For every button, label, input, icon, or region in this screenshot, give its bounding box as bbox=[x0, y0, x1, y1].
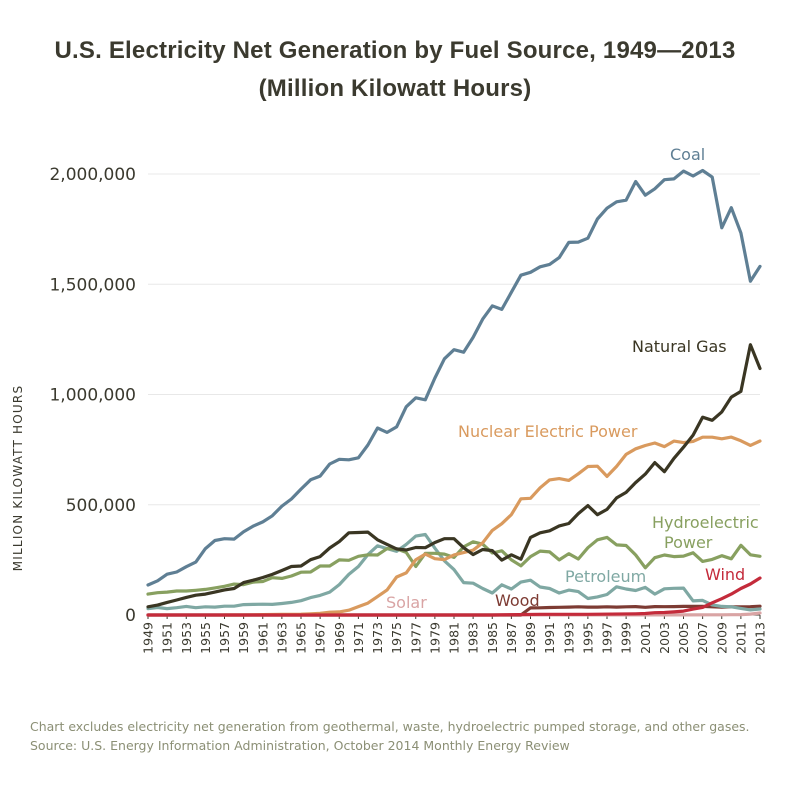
y-tick-label: 2,000,000 bbox=[49, 165, 136, 185]
footer: Chart excludes electricity net generatio… bbox=[30, 717, 770, 755]
x-tick-label: 2009 bbox=[714, 622, 729, 654]
x-tick-label: 1951 bbox=[160, 622, 175, 654]
series-line-petroleum bbox=[146, 532, 762, 612]
x-tick-label: 1953 bbox=[179, 622, 194, 654]
x-tick-label: 1955 bbox=[198, 622, 213, 654]
x-tick-label: 1981 bbox=[447, 622, 462, 654]
y-tick-label: 1,000,000 bbox=[49, 386, 136, 406]
x-tick-label: 2013 bbox=[753, 622, 768, 654]
series-line-wind bbox=[146, 576, 762, 617]
series-line-natural-gas bbox=[146, 343, 762, 609]
y-axis-label: MILLION KILOWATT HOURS bbox=[11, 385, 25, 572]
x-tick-label: 1999 bbox=[619, 622, 634, 654]
footer-source: Source: U.S. Energy Information Administ… bbox=[30, 738, 570, 753]
x-tick-label: 1977 bbox=[408, 622, 423, 654]
series-labels: Coal Natural Gas Nuclear Electric Power Hyd… bbox=[386, 145, 759, 612]
x-tick-label: 1983 bbox=[466, 622, 481, 654]
x-tick-label: 1973 bbox=[370, 622, 385, 654]
series-label-hydroelectric-power: Hydroelectric Power bbox=[652, 513, 759, 552]
x-tick-label: 1963 bbox=[274, 622, 289, 654]
x-tick-label: 2003 bbox=[657, 622, 672, 654]
series-line-coal bbox=[146, 168, 762, 587]
title-line-2: (Million Kilowatt Hours) bbox=[258, 75, 532, 102]
x-tick-label: 2007 bbox=[695, 622, 710, 654]
x-tick-label: 2011 bbox=[733, 622, 748, 654]
x-tick-label: 1967 bbox=[313, 622, 328, 654]
x-tick-label: 1975 bbox=[389, 622, 404, 654]
series-label-solar: Solar bbox=[386, 593, 427, 612]
y-tick-label: 0 bbox=[125, 606, 136, 626]
series-label-wood: Wood bbox=[495, 591, 540, 610]
x-tick-label: 1949 bbox=[141, 622, 156, 654]
x-tick-label: 1989 bbox=[523, 622, 538, 654]
x-tick-label: 2001 bbox=[638, 622, 653, 654]
x-tick-label: 1991 bbox=[542, 622, 557, 654]
x-tick-label: 1965 bbox=[294, 622, 309, 654]
footer-note: Chart excludes electricity net generatio… bbox=[30, 719, 750, 734]
x-tick-label: 1979 bbox=[427, 622, 442, 654]
title-line-1: U.S. Electricity Net Generation by Fuel … bbox=[54, 37, 736, 64]
series-label-petroleum: Petroleum bbox=[565, 567, 646, 586]
series-lines bbox=[146, 168, 762, 617]
x-tick-label: 1997 bbox=[600, 622, 615, 654]
x-tick-label: 1993 bbox=[561, 622, 576, 654]
x-tick-label: 1985 bbox=[485, 622, 500, 654]
x-tick-label: 1995 bbox=[580, 622, 595, 654]
y-axis-ticks: 0 500,000 1,000,000 1,500,000 2,000,000 bbox=[49, 165, 136, 626]
x-tick-label: 1971 bbox=[351, 622, 366, 654]
x-tick-label: 1969 bbox=[332, 622, 347, 654]
series-label-wind: Wind bbox=[705, 565, 745, 584]
series-label-coal: Coal bbox=[670, 145, 705, 164]
y-tick-label: 500,000 bbox=[66, 496, 136, 516]
x-tick-label: 1957 bbox=[217, 622, 232, 654]
x-tick-label: 2005 bbox=[676, 622, 691, 654]
series-label-natural-gas: Natural Gas bbox=[632, 337, 727, 356]
x-tick-label: 1987 bbox=[504, 622, 519, 654]
series-label-nuclear-electric-power: Nuclear Electric Power bbox=[458, 422, 638, 441]
x-tick-label: 1959 bbox=[236, 622, 251, 654]
x-axis-ticks: 1949 1951 1953 1955 1957 1959 1961 1963 1965 1967… bbox=[141, 615, 768, 654]
x-tick-label: 1961 bbox=[255, 622, 270, 654]
series-line-hydroelectric-power bbox=[146, 535, 762, 596]
y-tick-label: 1,500,000 bbox=[49, 275, 136, 295]
chart-title: U.S. Electricity Net Generation by Fuel … bbox=[0, 32, 790, 108]
